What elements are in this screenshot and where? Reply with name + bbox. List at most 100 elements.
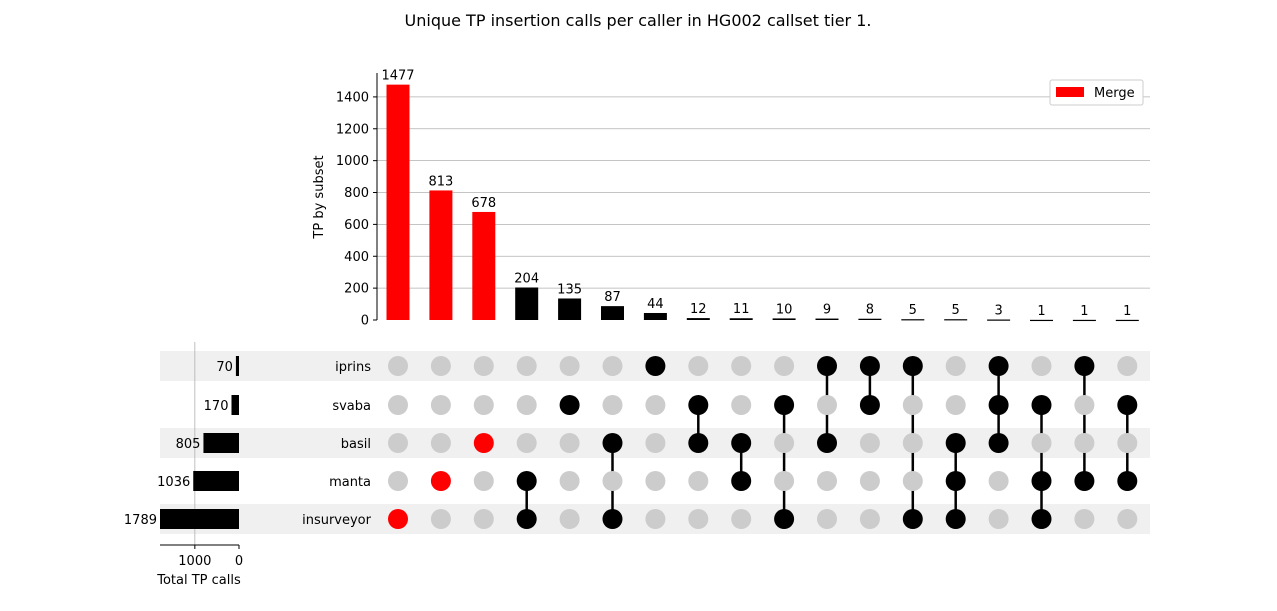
membership-dot-inactive bbox=[516, 356, 537, 376]
membership-dot-active bbox=[774, 395, 795, 415]
membership-dot-inactive bbox=[430, 356, 451, 376]
membership-dot-active bbox=[602, 509, 623, 529]
membership-dot-active bbox=[559, 395, 580, 415]
subset-bar bbox=[987, 319, 1011, 321]
membership-dot-inactive bbox=[859, 433, 880, 453]
chart-title: Unique TP insertion calls per caller in … bbox=[405, 11, 872, 30]
subset-bar-label: 44 bbox=[647, 297, 664, 312]
subset-bar bbox=[386, 84, 410, 320]
membership-dot-inactive bbox=[602, 471, 623, 491]
membership-dot-active bbox=[1031, 395, 1052, 415]
membership-dot-inactive bbox=[516, 395, 537, 415]
membership-dot-inactive bbox=[774, 433, 795, 453]
membership-matrix bbox=[388, 356, 1138, 529]
subset-bar-label: 10 bbox=[776, 302, 793, 317]
membership-dot-inactive bbox=[774, 471, 795, 491]
membership-dot-inactive bbox=[559, 433, 580, 453]
membership-dot-inactive bbox=[473, 356, 494, 376]
membership-dot-active bbox=[1117, 471, 1138, 491]
legend-frame bbox=[1049, 79, 1144, 106]
subset-bar-label: 9 bbox=[823, 303, 831, 318]
membership-dot-inactive bbox=[1074, 433, 1095, 453]
subset-bar-label: 5 bbox=[952, 303, 960, 318]
membership-dot-inactive bbox=[988, 509, 1009, 529]
subset-bar-label: 1 bbox=[1080, 304, 1088, 319]
set-label: insurveyor bbox=[302, 513, 372, 528]
membership-dot-inactive bbox=[688, 356, 709, 376]
membership-dot-active bbox=[473, 433, 494, 453]
membership-dot-active bbox=[516, 509, 537, 529]
membership-dot-active bbox=[731, 471, 752, 491]
set-total-label: 170 bbox=[204, 399, 229, 414]
membership-dot-active bbox=[774, 509, 795, 529]
y-tick-label: 1000 bbox=[336, 154, 369, 169]
set-total-label: 70 bbox=[216, 360, 233, 375]
subset-bar-label: 11 bbox=[733, 302, 750, 317]
membership-dot-active bbox=[688, 433, 709, 453]
set-total-bar bbox=[160, 509, 239, 529]
membership-dot-inactive bbox=[817, 509, 837, 529]
membership-dot-inactive bbox=[473, 509, 494, 529]
subset-bar-label: 1 bbox=[1037, 304, 1045, 319]
membership-dot-active bbox=[430, 471, 451, 491]
y-axis-label: TP by subset bbox=[312, 155, 327, 239]
totals-axis: 1000 0 bbox=[160, 544, 243, 569]
subset-bar bbox=[944, 319, 968, 321]
y-tick-label: 1200 bbox=[336, 122, 369, 137]
membership-dot-inactive bbox=[1031, 356, 1052, 376]
subset-bar bbox=[858, 318, 882, 320]
membership-dot-active bbox=[945, 509, 966, 529]
membership-dot-active bbox=[516, 471, 537, 491]
membership-dot-active bbox=[945, 433, 966, 453]
membership-dot-inactive bbox=[688, 471, 709, 491]
subset-bar bbox=[643, 312, 667, 320]
membership-dot-active bbox=[1117, 395, 1138, 415]
y-tick-label: 0 bbox=[361, 314, 369, 329]
subset-bar bbox=[686, 318, 710, 320]
membership-dot-active bbox=[817, 356, 837, 376]
membership-dot-inactive bbox=[430, 433, 451, 453]
subset-bar bbox=[1030, 319, 1053, 322]
membership-dot-active bbox=[602, 433, 623, 453]
y-tick-label: 200 bbox=[344, 282, 369, 297]
set-label: manta bbox=[329, 475, 371, 490]
set-total-bar bbox=[231, 395, 239, 415]
subset-bar-label: 12 bbox=[690, 302, 707, 317]
subset-bar-label: 204 bbox=[514, 271, 539, 286]
subset-bar-label: 135 bbox=[557, 282, 582, 297]
membership-dot-inactive bbox=[945, 395, 966, 415]
membership-dot-inactive bbox=[388, 471, 408, 491]
membership-dot-active bbox=[731, 433, 752, 453]
membership-dot-active bbox=[945, 471, 966, 491]
membership-dot-inactive bbox=[731, 509, 752, 529]
membership-dot-active bbox=[817, 433, 837, 453]
subset-bar-label: 87 bbox=[604, 290, 621, 305]
membership-dot-inactive bbox=[559, 356, 580, 376]
membership-dot-inactive bbox=[902, 433, 923, 453]
membership-dot-inactive bbox=[473, 395, 494, 415]
membership-dot-inactive bbox=[817, 395, 837, 415]
subset-bar bbox=[729, 318, 753, 320]
set-total-label: 805 bbox=[176, 437, 201, 452]
membership-dot-inactive bbox=[559, 471, 580, 491]
membership-dot-inactive bbox=[430, 509, 451, 529]
membership-dot-inactive bbox=[817, 471, 837, 491]
subset-bar-label: 8 bbox=[866, 303, 874, 318]
membership-dot-inactive bbox=[473, 471, 494, 491]
subset-bar bbox=[558, 298, 582, 320]
membership-dot-active bbox=[1074, 471, 1095, 491]
membership-dot-inactive bbox=[645, 471, 666, 491]
membership-dot-active bbox=[988, 356, 1009, 376]
set-total-label: 1789 bbox=[124, 513, 157, 528]
membership-dot-inactive bbox=[645, 433, 666, 453]
set-total-label: 1036 bbox=[157, 475, 190, 490]
legend-label: Merge bbox=[1094, 86, 1135, 101]
membership-dot-active bbox=[645, 356, 666, 376]
membership-dot-inactive bbox=[559, 509, 580, 529]
legend: Merge bbox=[1049, 79, 1144, 106]
y-axis: 0 200 400 600 800 1000 1200 1400 bbox=[336, 73, 378, 329]
gridlines bbox=[377, 96, 1150, 289]
membership-dot-inactive bbox=[902, 395, 923, 415]
membership-dot-inactive bbox=[688, 509, 709, 529]
